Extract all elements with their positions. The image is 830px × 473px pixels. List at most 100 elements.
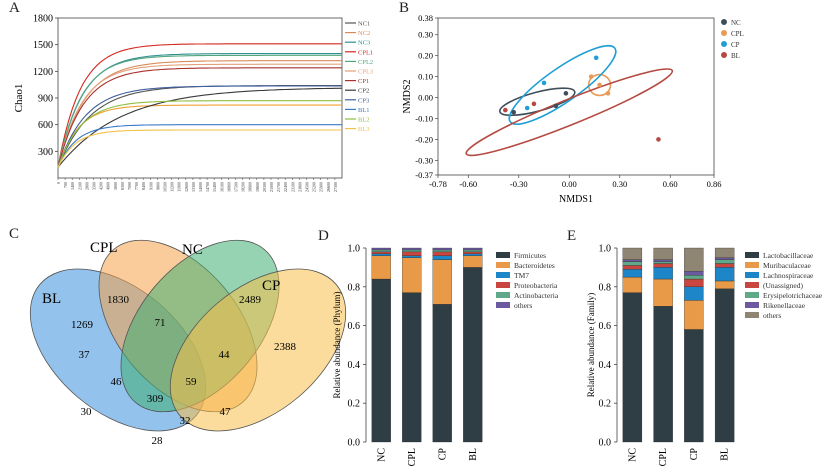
series-line [57,85,342,168]
x-tick-label: CPL [658,448,669,466]
bar-segment [402,257,422,293]
venn-count: 37 [79,349,91,361]
venn-count: 71 [155,317,166,329]
y-tick-label: 300 [38,147,53,158]
y-axis-label: Chao1 [13,84,25,113]
bar-segment [622,292,643,443]
bar-segment [653,267,673,280]
legend-label: Rikenellaceae [763,301,806,310]
legend-label: NC3 [358,40,370,47]
family-bar-chart: 0.0 0.2 0.4 0.6 0.8 1.0 NC CPL CP BL Relative abun… [586,244,823,467]
bar-segment [402,292,422,443]
x-tick-label: 700 [63,182,68,188]
x-tick-label: 0.60 [663,179,678,189]
legend-label: others [763,311,781,320]
x-tick-label: CP [689,448,700,461]
legend-swatch [496,292,510,298]
sample-point [588,74,594,79]
group-ellipse [587,73,612,97]
legend-swatch [496,272,510,278]
y-tick-label: 1800 [33,14,53,25]
bar-segment [622,265,643,270]
sample-point [656,137,661,142]
x-tick-label: 9100 [148,182,153,190]
legend-label: TM7 [514,271,529,280]
legend-label: Firmicutes [514,251,546,260]
bar-segment [684,271,704,276]
x-tick-label: 0.30 [612,179,627,189]
venn-set-ellipse [169,268,347,432]
series-line [57,67,342,168]
x-tick-label: 16800 [226,182,231,192]
series-line [57,60,342,168]
legend-swatch [745,252,759,258]
x-tick-label: 23800 [297,182,302,192]
y-tick-label: 0.38 [418,13,433,23]
bar-segment [653,247,673,260]
bar-segment [463,253,483,256]
legend-swatch [745,282,759,288]
legend-label: CPL3 [358,69,373,76]
y-tick-label: -0.30 [415,155,433,165]
bar-segment [432,255,452,260]
panel-letter-d: D [318,228,329,244]
y-axis-label: Relative abundance (Phylum) [332,292,342,399]
bar-segment [622,269,643,278]
y-tick-label: 0.0 [348,438,361,449]
sample-point [503,107,508,113]
series-line [57,85,342,168]
x-tick-label: 7000 [127,182,132,190]
y-tick-label: 1.0 [348,244,361,255]
panel-letter-b: B [399,0,410,16]
y-tick-label: -0.20 [415,134,433,144]
legend-label: Actinobacteria [514,291,559,300]
bar-segment [371,253,391,256]
x-tick-label: 2100 [77,182,82,190]
legend-label: Muribaculaceae [763,261,812,270]
sample-point [605,91,611,96]
legend-label: CPL1 [358,49,373,56]
series-line [57,104,342,168]
legend-label: CP2 [358,88,369,95]
legend-swatch [745,302,759,308]
legend-label: CP3 [358,97,369,104]
bar-segment [371,247,391,251]
legend-label: NC2 [358,30,370,37]
legend-swatch [745,272,759,278]
legend-label: Lachnospiraceae [763,271,814,280]
bar-segment [653,306,673,443]
bar-segment [402,249,422,253]
x-tick-label: 22400 [283,182,288,192]
x-tick-label: 11200 [170,182,175,192]
x-tick-label: CP [437,448,448,461]
nmds-chart: 0.38 0.30 0.20 0.10 0.00 -0.10 -0.20 -0.30 -0.37… [402,13,744,205]
bar-segment [622,261,643,266]
legend-label: Bacteroidetes [514,261,555,270]
venn-set-label: CP [262,278,280,294]
bar-segment [371,255,391,280]
x-tick-label: 26600 [326,182,331,192]
y-tick-label: 0.4 [599,360,612,371]
venn-count: 44 [219,349,231,361]
x-tick-label: 25200 [312,182,317,192]
legend-label: BL3 [358,126,370,133]
series-line [57,129,342,168]
venn-count: 47 [220,406,232,418]
x-tick-label: 6300 [120,182,125,190]
venn-count: 2388 [274,341,297,353]
x-tick-label: NC [376,448,387,462]
legend-marker [721,19,727,25]
legend-label: others [514,301,532,310]
series-line [57,43,342,168]
rarefaction-chart: 300 600 900 1200 1500 1800 0 700 1400 2100 2800 350… [13,14,373,193]
legend-label: (Unassigned) [763,281,803,290]
bar-segment [432,249,452,253]
x-tick-label: 0.86 [707,179,722,189]
plot-frame [437,17,715,176]
x-tick-label: 11900 [177,182,182,192]
bar-segment [684,329,704,443]
bar-segment [432,251,452,256]
bar-segment [371,278,391,443]
x-tick-label: 9800 [155,182,160,190]
legend-marker [721,30,727,36]
